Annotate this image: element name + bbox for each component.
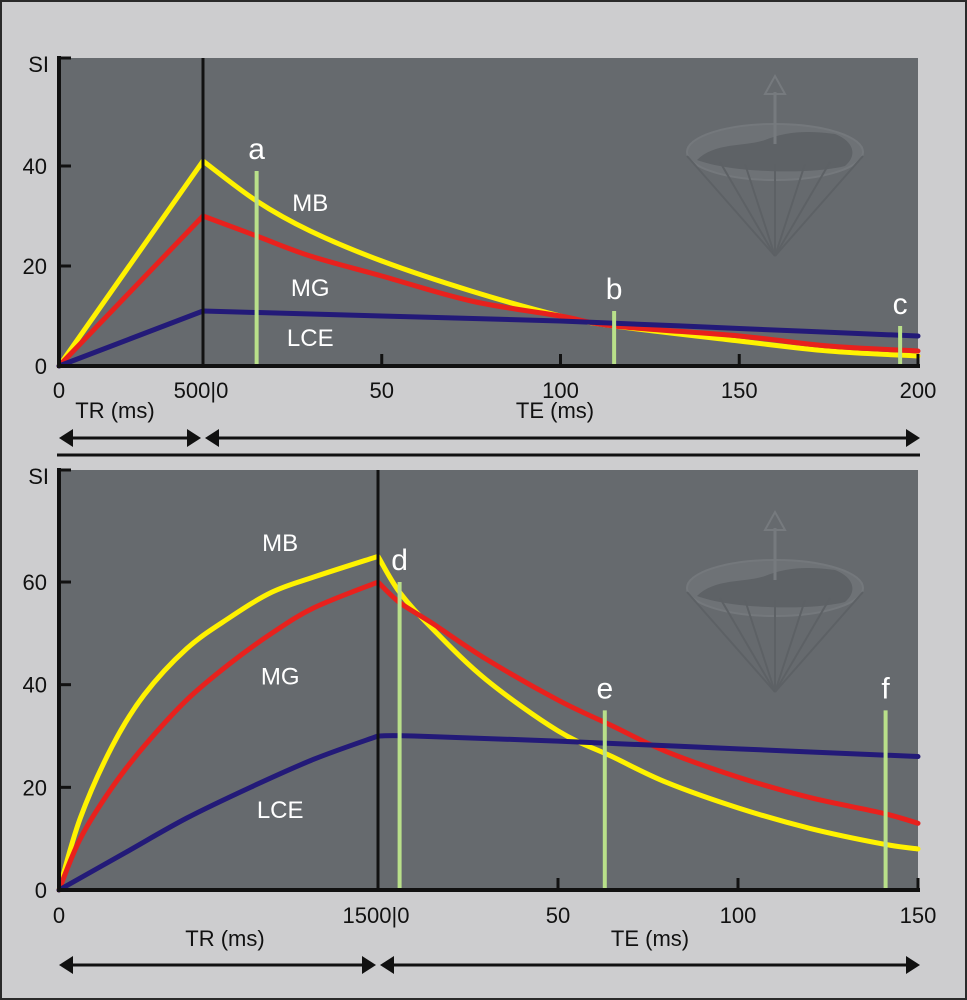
series-mb-line	[56, 158, 921, 369]
series-mg-line	[56, 579, 921, 893]
curve-label-lce: LCE	[287, 325, 334, 352]
marker-label-c: c	[893, 288, 908, 321]
tr-axis-title: TR (ms)	[75, 398, 154, 423]
curve-label-mg: MG	[261, 664, 300, 691]
y-tick-label: 0	[35, 354, 47, 379]
x-tick-label-te: 150	[721, 378, 758, 403]
marker-label-e: e	[596, 672, 613, 705]
curve-label-mb: MB	[262, 530, 298, 557]
x-tick-label-te: 100	[542, 378, 579, 403]
y-axis-title: SI	[28, 464, 49, 489]
curve-label-mg: MG	[291, 275, 330, 302]
te-arrow-right-head	[906, 429, 920, 447]
marker-label-d: d	[391, 544, 408, 577]
tr-arrow-right-head	[187, 429, 201, 447]
x-tick-label-tr-end: 500|0	[174, 378, 229, 403]
curve-label-lce: LCE	[257, 797, 304, 824]
y-tick-label: 40	[23, 673, 47, 698]
te-axis-title: TE (ms)	[516, 398, 594, 423]
tr-axis-title: TR (ms)	[185, 926, 264, 951]
x-tick-label-te: 150	[900, 903, 937, 928]
x-tick-label-tr-start: 0	[53, 903, 65, 928]
te-axis-title: TE (ms)	[611, 926, 689, 951]
curve-label-mb: MB	[292, 190, 328, 217]
x-tick-label-te: 50	[370, 378, 394, 403]
te-arrow-right-head	[906, 956, 920, 974]
x-tick-label-tr-start: 0	[53, 378, 65, 403]
marker-label-a: a	[248, 133, 265, 166]
y-tick-label: 20	[23, 775, 47, 800]
x-tick-label-tr-end: 1500|0	[343, 903, 410, 928]
marker-label-f: f	[881, 672, 890, 705]
chart-bottom: d e f MB MG LCE SI 0 20 40 60 0 1500|0 50 100 150 TR (ms…	[23, 464, 937, 974]
te-arrow-left-head	[205, 429, 219, 447]
te-arrow-left-head	[380, 956, 394, 974]
x-tick-label-te: 100	[720, 903, 757, 928]
y-tick-label: 0	[35, 878, 47, 903]
y-tick-label: 40	[23, 154, 47, 179]
y-tick-label: 60	[23, 570, 47, 595]
series-mg-line	[56, 213, 921, 369]
x-tick-label-te: 50	[546, 903, 570, 928]
tr-arrow-left-head	[59, 429, 73, 447]
tr-arrow-left-head	[59, 956, 73, 974]
y-tick-label: 20	[23, 254, 47, 279]
chart-top: a b c MB MG LCE SI 0 20 40 0 500|0 50 100 150 200 TR (ms…	[23, 52, 937, 457]
marker-label-b: b	[606, 273, 623, 306]
series-lce-line	[56, 308, 921, 369]
tr-arrow-right-head	[362, 956, 376, 974]
x-tick-label-te: 200	[900, 378, 937, 403]
y-axis-title: SI	[28, 52, 49, 77]
